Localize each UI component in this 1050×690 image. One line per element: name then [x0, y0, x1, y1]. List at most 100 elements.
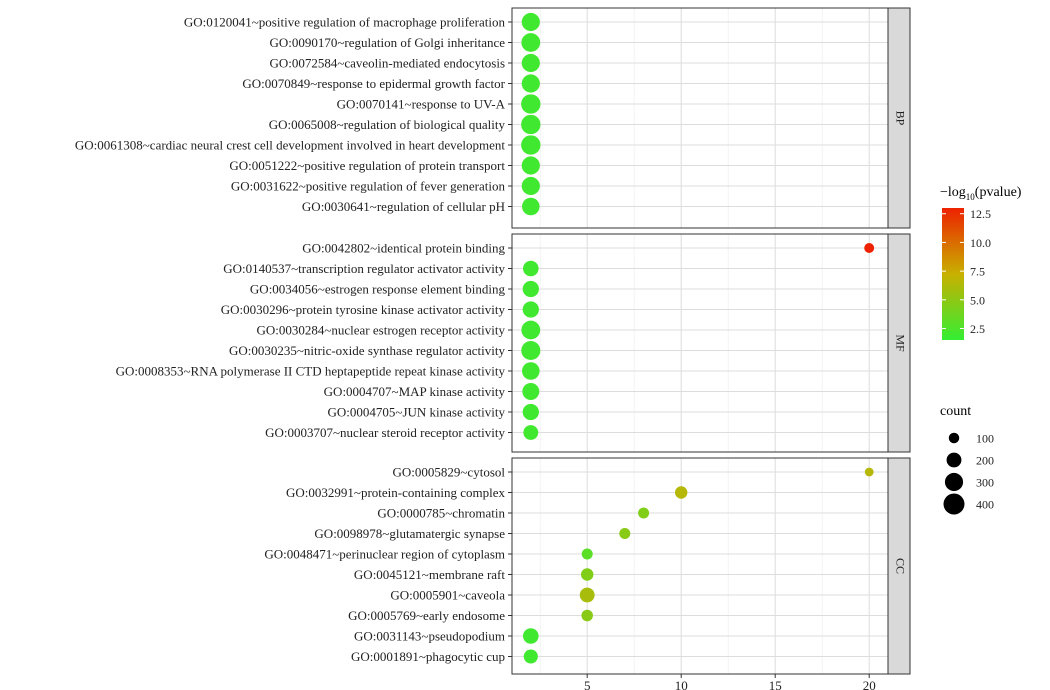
- facet-strip: [887, 457, 911, 675]
- panel-background: [512, 8, 888, 228]
- x-tick-label: 10: [675, 678, 688, 690]
- x-tick-label: 5: [584, 678, 591, 690]
- size-legend: count 100 200 300 400: [940, 404, 994, 515]
- data-point: [521, 114, 541, 135]
- y-tick-label: GO:0030235~nitric-oxide synthase regulat…: [229, 343, 505, 358]
- x-axis: 5 10 15 20: [584, 674, 876, 690]
- data-point: [674, 486, 688, 499]
- data-point: [523, 425, 539, 440]
- data-point: [521, 135, 541, 155]
- size-legend-point: [948, 432, 960, 444]
- y-tick-label: GO:0120041~positive regulation of macrop…: [184, 15, 506, 30]
- data-point: [522, 197, 540, 216]
- color-legend-tick-label: 7.5: [970, 265, 985, 279]
- color-bar: [942, 208, 964, 340]
- y-tick-label: GO:0061308~cardiac neural crest cell dev…: [75, 138, 505, 153]
- facet-strip-label: MF: [893, 334, 907, 352]
- size-legend-title: count: [940, 404, 971, 419]
- y-tick-label: GO:0008353~RNA polymerase II CTD heptape…: [116, 364, 506, 379]
- size-legend-label: 100: [976, 432, 994, 446]
- y-tick-label: GO:0032991~protein-containing complex: [286, 485, 505, 500]
- size-legend-label: 200: [976, 454, 994, 468]
- data-point: [864, 243, 875, 253]
- y-tick-label: GO:0030284~nuclear estrogen receptor act…: [256, 323, 505, 338]
- facet-strip-label: CC: [893, 558, 907, 574]
- y-tick-label: GO:0000785~chromatin: [377, 506, 505, 521]
- data-point: [521, 340, 541, 361]
- facet-panel-mf: GO:0042802~identical protein binding GO:0…: [116, 233, 911, 453]
- y-tick-label: GO:0090170~regulation of Golgi inheritan…: [269, 35, 505, 50]
- y-tick-label: GO:0072584~caveolin-mediated endocytosis: [269, 56, 505, 71]
- data-point: [522, 383, 540, 400]
- y-tick-label: GO:0034056~estrogen response element bin…: [250, 282, 506, 297]
- data-point: [579, 587, 595, 603]
- color-legend-tick-label: 2.5: [970, 322, 985, 336]
- data-point: [638, 507, 650, 519]
- data-point: [522, 362, 540, 380]
- y-tick-label: GO:0045121~membrane raft: [354, 567, 505, 582]
- data-point: [521, 320, 541, 340]
- size-legend-point: [944, 472, 964, 492]
- data-point: [523, 260, 539, 277]
- y-tick-label: GO:0048471~perinuclear region of cytopla…: [264, 547, 505, 562]
- y-tick-label: GO:0065008~regulation of biological qual…: [269, 117, 506, 132]
- color-legend-tick-label: 10.0: [970, 236, 991, 250]
- data-point: [521, 94, 541, 114]
- data-point: [581, 548, 593, 560]
- y-tick-label: GO:0004707~MAP kinase activity: [324, 384, 506, 399]
- x-tick-label: 15: [769, 678, 782, 690]
- size-legend-point: [946, 452, 962, 468]
- data-point: [521, 53, 540, 73]
- size-legend-point: [943, 493, 965, 515]
- y-tick-label: GO:0098978~glutamatergic synapse: [314, 526, 505, 541]
- y-tick-label: GO:0005769~early endosome: [348, 608, 505, 623]
- facet-panels: GO:0120041~positive regulation of macrop…: [75, 7, 911, 675]
- y-tick-label: GO:0030296~protein tyrosine kinase activ…: [221, 302, 506, 317]
- color-legend-title-suffix: (pvalue): [975, 185, 1022, 200]
- color-legend-title: −log10(pvalue): [940, 185, 1022, 202]
- size-legend-label: 300: [976, 476, 994, 490]
- color-legend-tick-label: 5.0: [970, 293, 985, 307]
- data-point: [521, 74, 540, 93]
- color-legend-title-sub: 10: [966, 192, 976, 202]
- y-tick-label: GO:0005829~cytosol: [393, 465, 506, 480]
- data-point: [521, 156, 540, 175]
- y-tick-label: GO:0031622~positive regulation of fever …: [231, 179, 506, 194]
- y-tick-label: GO:0042802~identical protein binding: [302, 241, 505, 256]
- data-point: [523, 628, 539, 644]
- facet-strip: [887, 7, 911, 229]
- data-point: [521, 12, 540, 32]
- data-point: [522, 403, 539, 421]
- data-point: [523, 649, 538, 664]
- y-tick-label: GO:0051222~positive regulation of protei…: [229, 158, 505, 173]
- panel-background: [512, 234, 888, 452]
- facet-panel-bp: GO:0120041~positive regulation of macrop…: [75, 7, 911, 229]
- facet-panel-cc: GO:0005829~cytosol GO:0032991~protein-con…: [264, 457, 911, 675]
- y-tick-label: GO:0030641~regulation of cellular pH: [302, 199, 505, 214]
- facet-strip-label: BP: [893, 111, 907, 126]
- size-legend-label: 400: [976, 498, 994, 512]
- data-point: [619, 527, 631, 540]
- y-tick-label: GO:0031143~pseudopodium: [354, 629, 505, 644]
- data-point: [521, 176, 540, 196]
- color-legend: −log10(pvalue) 12.5 10.0 7.5 5.0 2.5: [940, 185, 1022, 340]
- y-tick-label: GO:0004705~JUN kinase activity: [328, 405, 506, 420]
- color-legend-tick-label: 12.5: [970, 207, 991, 221]
- x-tick-label: 20: [863, 678, 876, 690]
- data-point: [580, 568, 594, 581]
- data-point: [521, 33, 541, 52]
- y-tick-label: GO:0070141~response to UV-A: [337, 97, 506, 112]
- panel-background: [512, 458, 888, 674]
- data-point: [522, 301, 539, 318]
- y-tick-label: GO:0070849~response to epidermal growth …: [242, 76, 505, 91]
- color-legend-title-prefix: −log: [940, 185, 966, 200]
- y-tick-label: GO:0140537~transcription regulator activ…: [223, 261, 505, 276]
- y-tick-label: GO:0001891~phagocytic cup: [351, 649, 505, 664]
- data-point: [522, 280, 539, 298]
- y-tick-label: GO:0003707~nuclear steroid receptor acti…: [265, 425, 505, 440]
- data-point: [581, 609, 593, 622]
- y-tick-label: GO:0005901~caveola: [390, 588, 505, 603]
- data-point: [864, 467, 874, 477]
- facet-strip: [887, 233, 911, 453]
